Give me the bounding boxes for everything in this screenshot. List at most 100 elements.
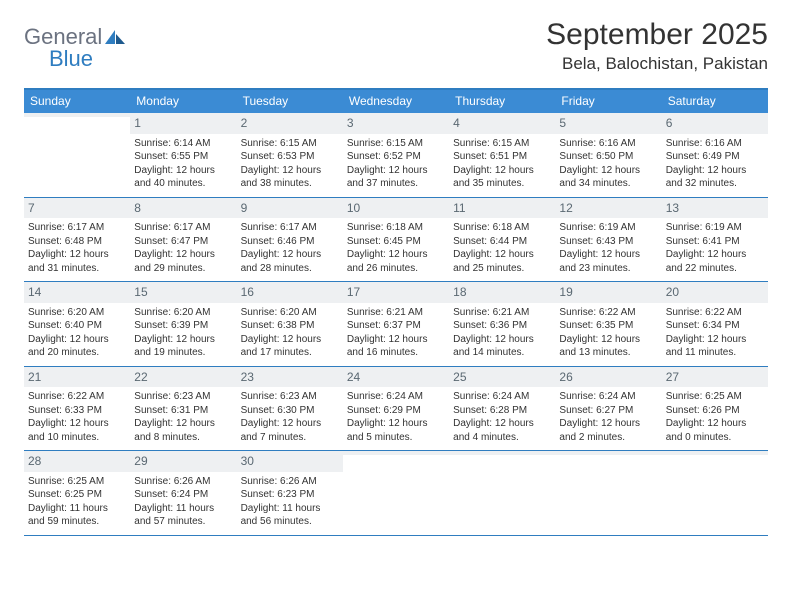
daylight-text: Daylight: 12 hours and 32 minutes. bbox=[666, 164, 764, 191]
day-number: 4 bbox=[453, 116, 460, 130]
day-number-bar: 7 bbox=[24, 198, 130, 219]
sunrise-text: Sunrise: 6:22 AM bbox=[28, 390, 126, 404]
day-number: 24 bbox=[347, 370, 360, 384]
title-block: September 2025 Bela, Balochistan, Pakist… bbox=[546, 18, 768, 74]
day-number-bar bbox=[24, 113, 130, 117]
sunrise-text: Sunrise: 6:21 AM bbox=[347, 306, 445, 320]
sunrise-text: Sunrise: 6:20 AM bbox=[134, 306, 232, 320]
day-cell: 16Sunrise: 6:20 AMSunset: 6:38 PMDayligh… bbox=[237, 282, 343, 366]
daylight-text: Daylight: 12 hours and 7 minutes. bbox=[241, 417, 339, 444]
day-cell: 3Sunrise: 6:15 AMSunset: 6:52 PMDaylight… bbox=[343, 113, 449, 197]
daylight-text: Daylight: 12 hours and 35 minutes. bbox=[453, 164, 551, 191]
day-cell: 24Sunrise: 6:24 AMSunset: 6:29 PMDayligh… bbox=[343, 367, 449, 451]
day-number-bar: 10 bbox=[343, 198, 449, 219]
sunset-text: Sunset: 6:52 PM bbox=[347, 150, 445, 164]
day-number: 8 bbox=[134, 201, 141, 215]
day-cell: 21Sunrise: 6:22 AMSunset: 6:33 PMDayligh… bbox=[24, 367, 130, 451]
sunrise-text: Sunrise: 6:20 AM bbox=[28, 306, 126, 320]
daylight-text: Daylight: 11 hours and 57 minutes. bbox=[134, 502, 232, 529]
day-number: 30 bbox=[241, 454, 254, 468]
daylight-text: Daylight: 12 hours and 8 minutes. bbox=[134, 417, 232, 444]
day-cell: 17Sunrise: 6:21 AMSunset: 6:37 PMDayligh… bbox=[343, 282, 449, 366]
daylight-text: Daylight: 12 hours and 0 minutes. bbox=[666, 417, 764, 444]
day-cell: 7Sunrise: 6:17 AMSunset: 6:48 PMDaylight… bbox=[24, 198, 130, 282]
day-number-bar: 28 bbox=[24, 451, 130, 472]
daylight-text: Daylight: 12 hours and 20 minutes. bbox=[28, 333, 126, 360]
day-number: 18 bbox=[453, 285, 466, 299]
logo: General Blue bbox=[24, 24, 125, 50]
sunset-text: Sunset: 6:28 PM bbox=[453, 404, 551, 418]
daylight-text: Daylight: 11 hours and 56 minutes. bbox=[241, 502, 339, 529]
day-cell: 19Sunrise: 6:22 AMSunset: 6:35 PMDayligh… bbox=[555, 282, 661, 366]
day-number: 3 bbox=[347, 116, 354, 130]
sunrise-text: Sunrise: 6:17 AM bbox=[134, 221, 232, 235]
sunrise-text: Sunrise: 6:19 AM bbox=[666, 221, 764, 235]
day-number: 26 bbox=[559, 370, 572, 384]
sunrise-text: Sunrise: 6:24 AM bbox=[453, 390, 551, 404]
day-number-bar: 1 bbox=[130, 113, 236, 134]
sunset-text: Sunset: 6:23 PM bbox=[241, 488, 339, 502]
day-number: 12 bbox=[559, 201, 572, 215]
week-row: 28Sunrise: 6:25 AMSunset: 6:25 PMDayligh… bbox=[24, 451, 768, 536]
sunset-text: Sunset: 6:31 PM bbox=[134, 404, 232, 418]
day-number: 13 bbox=[666, 201, 679, 215]
day-cell: 5Sunrise: 6:16 AMSunset: 6:50 PMDaylight… bbox=[555, 113, 661, 197]
day-number-bar: 15 bbox=[130, 282, 236, 303]
day-cell: 14Sunrise: 6:20 AMSunset: 6:40 PMDayligh… bbox=[24, 282, 130, 366]
day-number-bar bbox=[662, 451, 768, 455]
day-number: 25 bbox=[453, 370, 466, 384]
day-cell: 26 Sunrise: 6:24 AMSunset: 6:27 PMDayligh… bbox=[555, 367, 661, 451]
day-number: 17 bbox=[347, 285, 360, 299]
sunrise-text: Sunrise: 6:24 AM bbox=[559, 390, 657, 404]
sunrise-text: Sunrise: 6:23 AM bbox=[241, 390, 339, 404]
day-number: 11 bbox=[453, 201, 465, 215]
daylight-text: Daylight: 12 hours and 28 minutes. bbox=[241, 248, 339, 275]
daylight-text: Daylight: 12 hours and 5 minutes. bbox=[347, 417, 445, 444]
sunset-text: Sunset: 6:27 PM bbox=[559, 404, 657, 418]
sunrise-text: Sunrise: 6:23 AM bbox=[134, 390, 232, 404]
sunset-text: Sunset: 6:51 PM bbox=[453, 150, 551, 164]
daylight-text: Daylight: 12 hours and 34 minutes. bbox=[559, 164, 657, 191]
day-number-bar bbox=[555, 451, 661, 455]
day-number: 29 bbox=[134, 454, 147, 468]
sunset-text: Sunset: 6:49 PM bbox=[666, 150, 764, 164]
day-number-bar: 25 bbox=[449, 367, 555, 388]
weekday-header: Sunday bbox=[24, 90, 130, 113]
day-number-bar: 19 bbox=[555, 282, 661, 303]
sunrise-text: Sunrise: 6:26 AM bbox=[241, 475, 339, 489]
day-cell: 29Sunrise: 6:26 AMSunset: 6:24 PMDayligh… bbox=[130, 451, 236, 535]
day-number-bar: 2 bbox=[237, 113, 343, 134]
sunset-text: Sunset: 6:30 PM bbox=[241, 404, 339, 418]
day-number: 16 bbox=[241, 285, 254, 299]
daylight-text: Daylight: 12 hours and 22 minutes. bbox=[666, 248, 764, 275]
day-number: 6 bbox=[666, 116, 673, 130]
sunset-text: Sunset: 6:29 PM bbox=[347, 404, 445, 418]
day-cell: 8Sunrise: 6:17 AMSunset: 6:47 PMDaylight… bbox=[130, 198, 236, 282]
daylight-text: Daylight: 12 hours and 23 minutes. bbox=[559, 248, 657, 275]
day-number-bar: 11 bbox=[449, 198, 555, 219]
daylight-text: Daylight: 11 hours and 59 minutes. bbox=[28, 502, 126, 529]
sunrise-text: Sunrise: 6:21 AM bbox=[453, 306, 551, 320]
week-row: 7Sunrise: 6:17 AMSunset: 6:48 PMDaylight… bbox=[24, 198, 768, 283]
page-header: General Blue September 2025 Bela, Baloch… bbox=[24, 18, 768, 74]
day-number-bar: 5 bbox=[555, 113, 661, 134]
daylight-text: Daylight: 12 hours and 13 minutes. bbox=[559, 333, 657, 360]
daylight-text: Daylight: 12 hours and 10 minutes. bbox=[28, 417, 126, 444]
day-cell: 2Sunrise: 6:15 AMSunset: 6:53 PMDaylight… bbox=[237, 113, 343, 197]
day-number: 10 bbox=[347, 201, 360, 215]
sunset-text: Sunset: 6:24 PM bbox=[134, 488, 232, 502]
sunrise-text: Sunrise: 6:16 AM bbox=[666, 137, 764, 151]
sunset-text: Sunset: 6:26 PM bbox=[666, 404, 764, 418]
day-number: 1 bbox=[134, 116, 141, 130]
daylight-text: Daylight: 12 hours and 2 minutes. bbox=[559, 417, 657, 444]
day-number: 5 bbox=[559, 116, 566, 130]
day-number-bar: 16 bbox=[237, 282, 343, 303]
daylight-text: Daylight: 12 hours and 17 minutes. bbox=[241, 333, 339, 360]
weekday-header: Friday bbox=[555, 90, 661, 113]
sunset-text: Sunset: 6:45 PM bbox=[347, 235, 445, 249]
sunset-text: Sunset: 6:47 PM bbox=[134, 235, 232, 249]
sunrise-text: Sunrise: 6:17 AM bbox=[28, 221, 126, 235]
day-cell bbox=[555, 451, 661, 535]
day-number: 9 bbox=[241, 201, 248, 215]
weeks-container: 1Sunrise: 6:14 AMSunset: 6:55 PMDaylight… bbox=[24, 113, 768, 536]
